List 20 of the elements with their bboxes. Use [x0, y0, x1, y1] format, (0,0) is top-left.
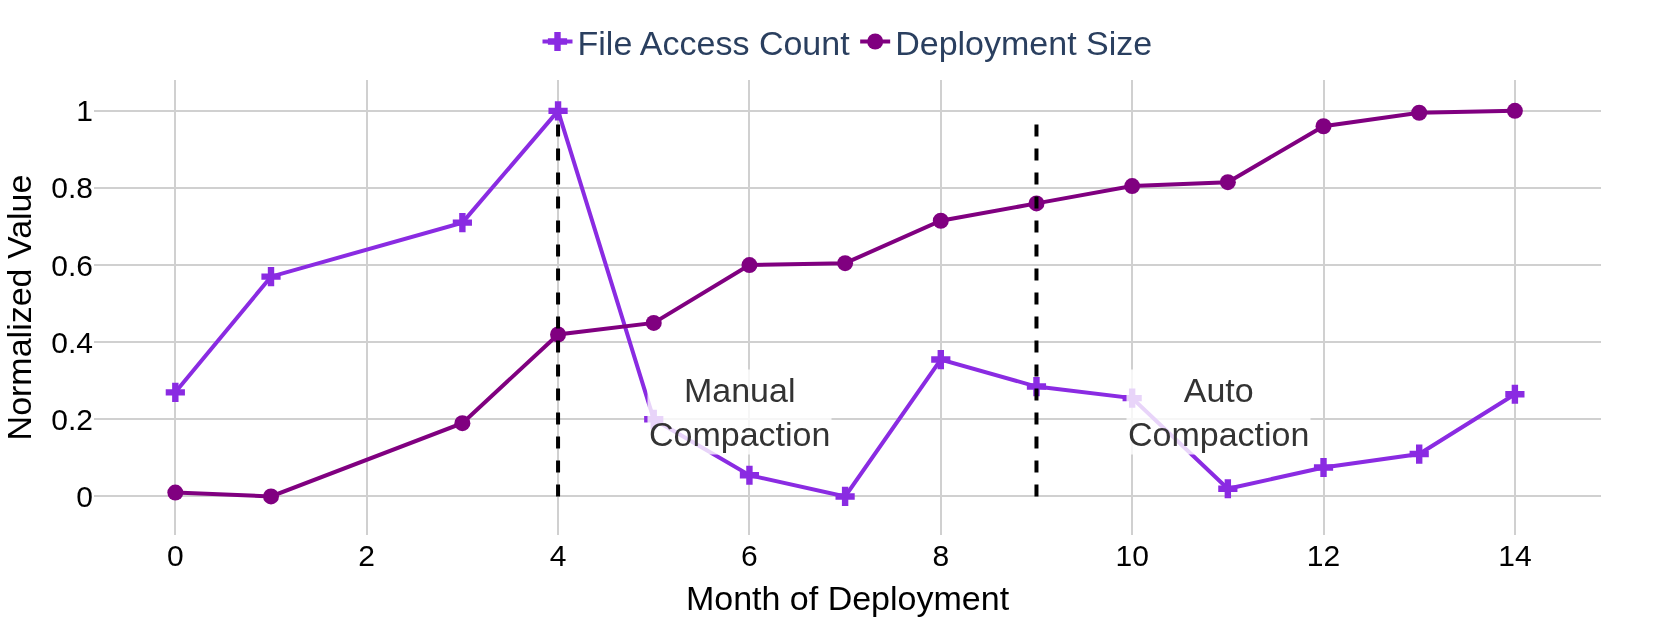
x-axis-title: Month of Deployment [685, 579, 1010, 618]
x-tick-label: 8 [932, 539, 950, 572]
x-tick-label: 6 [741, 539, 758, 572]
x-tick-label: 2 [358, 539, 376, 572]
y-tick-label: 0.6 [51, 248, 93, 282]
x-tick-label: 4 [549, 539, 567, 572]
y-tick-label: 1 [76, 94, 93, 128]
x-tick-label: 12 [1306, 539, 1341, 572]
x-tick-label: 0 [166, 539, 184, 572]
legend-label: File Access Count [577, 23, 851, 62]
ref-line-label: Auto Compaction [1128, 371, 1310, 454]
y-tick-label: 0.4 [51, 325, 93, 359]
ref-line-label: Manual Compaction [649, 371, 831, 454]
y-tick-label: 0.2 [51, 402, 93, 436]
x-tick-label: 10 [1115, 539, 1149, 572]
y-tick-label: 0.8 [51, 171, 93, 205]
x-tick-label: 14 [1498, 539, 1532, 572]
legend-label: Deployment Size [895, 23, 1153, 62]
y-axis-title: Normalized Value [0, 174, 38, 441]
y-tick-label: 0 [76, 479, 93, 513]
